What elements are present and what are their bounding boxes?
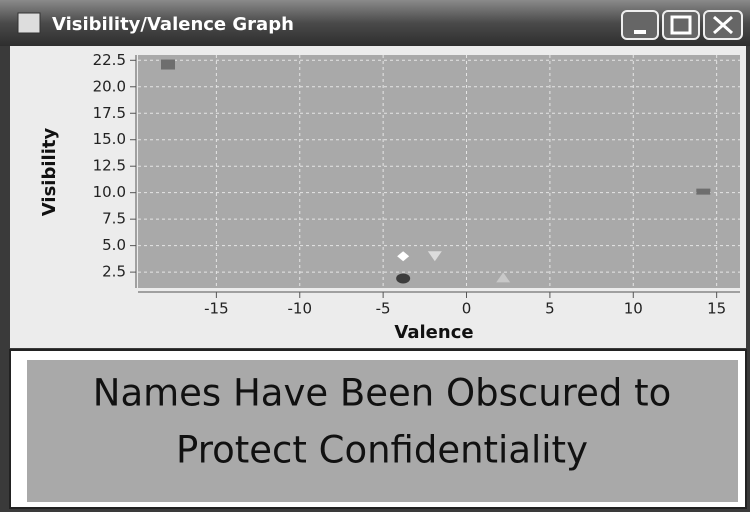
y-tick-label: 22.5 xyxy=(93,51,126,69)
x-tick-label: 0 xyxy=(462,300,472,318)
notice-text: Protect Confidentiality xyxy=(176,429,588,472)
minimize-icon xyxy=(634,30,646,34)
point xyxy=(696,189,710,195)
app-icon xyxy=(18,13,40,33)
x-tick-label: 15 xyxy=(707,300,726,318)
x-axis-label: Valence xyxy=(394,322,473,343)
y-axis-label: Visibility xyxy=(39,128,60,217)
minimize-button[interactable] xyxy=(622,11,658,39)
x-tick-label: 10 xyxy=(624,300,643,318)
y-tick-label: 15.0 xyxy=(93,130,126,148)
window-buttons[interactable] xyxy=(622,11,742,39)
y-tick-label: 10.0 xyxy=(93,183,126,201)
x-tick-label: 5 xyxy=(545,300,555,318)
y-tick-label: 7.5 xyxy=(102,210,126,228)
window-title: Visibility/Valence Graph xyxy=(52,14,294,35)
x-tick-label: -10 xyxy=(288,300,313,318)
point xyxy=(161,60,175,70)
y-tick-label: 12.5 xyxy=(93,157,126,175)
maximize-button[interactable] xyxy=(663,11,699,39)
x-tick-label: -15 xyxy=(204,300,229,318)
page: {"window": {"title": "Visibility/Valence… xyxy=(0,0,750,512)
y-tick-label: 17.5 xyxy=(93,104,126,122)
x-tick-label: -5 xyxy=(376,300,391,318)
point xyxy=(396,273,410,283)
notice-text: Names Have Been Obscured to xyxy=(93,372,671,415)
y-tick-label: 5.0 xyxy=(102,236,126,254)
y-tick-label: 2.5 xyxy=(102,263,126,281)
y-tick-label: 20.0 xyxy=(93,77,126,95)
window: Visibility/Valence Graph 2.5 5.0 7.5 10.0 12… xyxy=(0,0,750,512)
